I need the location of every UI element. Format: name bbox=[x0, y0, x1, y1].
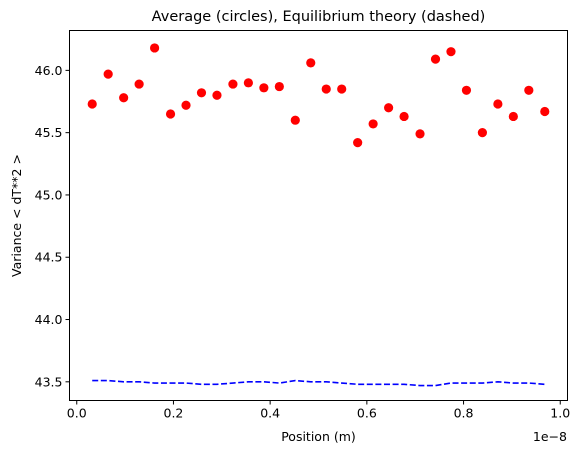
data-point bbox=[150, 43, 160, 53]
data-point bbox=[321, 84, 331, 94]
data-point bbox=[290, 115, 300, 125]
data-point bbox=[337, 84, 347, 94]
data-point bbox=[446, 47, 456, 57]
y-tick-label: 45.0 bbox=[35, 187, 63, 202]
data-point bbox=[119, 93, 129, 103]
x-tick-label: 1.0 bbox=[550, 406, 570, 421]
data-point bbox=[477, 128, 487, 138]
data-point bbox=[134, 79, 144, 89]
data-point bbox=[243, 78, 253, 88]
x-tick-label: 0.4 bbox=[260, 406, 280, 421]
data-point bbox=[368, 119, 378, 129]
data-point bbox=[181, 100, 191, 110]
data-point bbox=[274, 81, 284, 92]
data-point bbox=[524, 85, 534, 95]
x-tick-label: 0.8 bbox=[454, 406, 474, 421]
x-axis-offset-label: 1e−8 bbox=[533, 429, 567, 444]
data-point bbox=[493, 99, 503, 109]
data-point bbox=[399, 111, 409, 122]
data-point bbox=[103, 69, 113, 79]
x-tick-label: 0.6 bbox=[357, 406, 377, 421]
data-point bbox=[259, 83, 269, 93]
data-point bbox=[461, 85, 472, 95]
data-point bbox=[212, 90, 222, 100]
x-tick-label: 0.0 bbox=[67, 406, 87, 421]
axis-ticks: 0.0 0.2 0.4 0.6 0.8 1.0 43.5 44.0 44.5 45.0 45.5 46… bbox=[35, 63, 571, 421]
x-axis-label: Position (m) bbox=[281, 429, 356, 444]
series-1-line bbox=[92, 379, 545, 387]
y-axis-label: Variance < dT**2 > bbox=[9, 154, 24, 277]
chart-title: Average (circles), Equilibrium theory (d… bbox=[152, 9, 486, 25]
data-point bbox=[196, 88, 207, 98]
data-point bbox=[384, 103, 394, 113]
x-tick-label: 0.2 bbox=[164, 406, 184, 421]
plot-frame bbox=[69, 30, 568, 401]
data-point bbox=[165, 109, 176, 119]
data-point bbox=[353, 138, 363, 148]
data-point bbox=[540, 106, 550, 117]
y-tick-label: 46.0 bbox=[35, 63, 63, 78]
y-tick-label: 43.5 bbox=[35, 374, 63, 389]
data-point bbox=[306, 58, 316, 68]
y-tick-label: 45.5 bbox=[35, 125, 63, 140]
data-point bbox=[430, 54, 441, 64]
plot-area bbox=[87, 43, 550, 387]
y-tick-label: 44.5 bbox=[35, 250, 63, 265]
data-point bbox=[228, 79, 238, 89]
data-point bbox=[87, 99, 97, 109]
data-point bbox=[508, 111, 518, 122]
data-point bbox=[415, 129, 425, 139]
y-tick-label: 44.0 bbox=[35, 312, 63, 327]
